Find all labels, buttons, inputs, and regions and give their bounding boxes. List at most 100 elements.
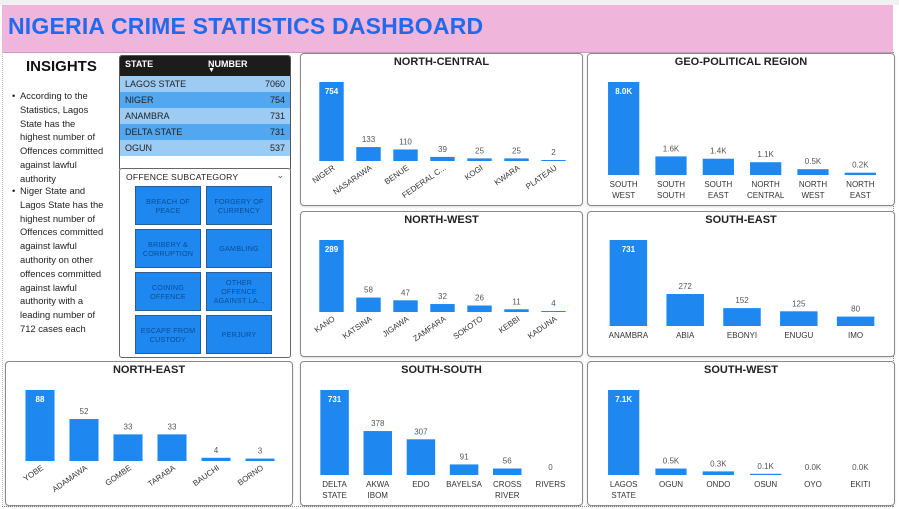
slicer-option-forgery-of-currency[interactable]: FORGERY OF CURRENCY bbox=[206, 186, 272, 225]
table-row[interactable]: ANAMBRA 731 bbox=[120, 108, 290, 124]
chart-card-north-west[interactable]: NORTH-WEST 289 KANO 58 KATSINA 47 JIGAWA 32 ZAMF… bbox=[300, 211, 583, 357]
category-label: KEBBI bbox=[497, 314, 521, 335]
chart-title: SOUTH-SOUTH bbox=[401, 364, 482, 376]
data-label: 378 bbox=[371, 419, 385, 428]
bar-chart-svg: 7.1K LAGOS STATE 0.5K OGUN 0.3K ONDO 0.1K OSUN 0.… bbox=[608, 390, 870, 500]
category-label: OYO bbox=[804, 480, 822, 489]
slicer-option-coining-offence[interactable]: COINING OFFENCE bbox=[135, 272, 201, 311]
bar-abia[interactable] bbox=[666, 294, 704, 326]
category-label: RIVERS bbox=[536, 480, 566, 489]
category-label: NASARAWA bbox=[331, 163, 374, 197]
data-label: 0.1K bbox=[757, 462, 774, 471]
table-row[interactable]: DELTA STATE 731 bbox=[120, 124, 290, 140]
chart-card-south-east[interactable]: SOUTH-EAST 731 ANAMBRA 272 ABIA 152 EBONYI 125 E… bbox=[587, 211, 895, 357]
data-label: 8.0K bbox=[615, 87, 632, 96]
category-label: KADUNA bbox=[526, 314, 559, 341]
bar-bayelsa[interactable] bbox=[449, 464, 479, 475]
table-row[interactable]: LAGOS STATE 7060 bbox=[120, 76, 290, 92]
data-label: 4 bbox=[551, 299, 556, 308]
data-label: 152 bbox=[735, 296, 749, 305]
chart-card-north-east[interactable]: NORTH-EAST 88 YOBE 52 ADAMAWA 33 GOMBE 33 TARABA… bbox=[5, 361, 293, 506]
bar-ondo[interactable] bbox=[702, 471, 734, 475]
data-label: 125 bbox=[792, 299, 806, 308]
category-label: ADAMAWA bbox=[51, 463, 90, 494]
bar-sokoto[interactable] bbox=[467, 305, 492, 312]
bar-ogun[interactable] bbox=[655, 468, 687, 475]
dashboard-title: NIGERIA CRIME STATISTICS DASHBOARD bbox=[8, 13, 484, 39]
table-row[interactable]: NIGER 754 bbox=[120, 92, 290, 108]
bar-zamfara[interactable] bbox=[430, 304, 455, 312]
bar-kogi[interactable] bbox=[467, 158, 492, 161]
bar-cross-river[interactable] bbox=[493, 468, 522, 475]
data-label: 52 bbox=[80, 407, 89, 416]
dashboard-header: NIGERIA CRIME STATISTICS DASHBOARD bbox=[2, 5, 893, 53]
category-label: EDO bbox=[412, 480, 429, 489]
bar-edo[interactable] bbox=[406, 439, 436, 475]
data-label: 289 bbox=[325, 245, 339, 254]
bar-federal-c-[interactable] bbox=[430, 156, 455, 161]
data-label: 272 bbox=[679, 282, 693, 291]
bar-jigawa[interactable] bbox=[393, 300, 418, 312]
bar-imo[interactable] bbox=[836, 316, 875, 326]
bar-enugu[interactable] bbox=[780, 311, 818, 326]
bar-lagos-state[interactable] bbox=[608, 390, 640, 475]
table-cell-state: NIGER bbox=[125, 95, 154, 105]
bar-benue[interactable] bbox=[393, 149, 418, 161]
bar-north-central[interactable] bbox=[750, 162, 782, 175]
category-label: BENUE bbox=[383, 163, 411, 186]
chart-card-south-west[interactable]: SOUTH-WEST 7.1K LAGOS STATE 0.5K OGUN 0.3K ONDO… bbox=[587, 361, 895, 506]
bar-south-east[interactable] bbox=[702, 158, 734, 175]
bar-taraba[interactable] bbox=[157, 434, 187, 461]
bar-ebonyi[interactable] bbox=[723, 308, 761, 326]
bar-bauchi[interactable] bbox=[201, 457, 231, 461]
state-table[interactable]: STATE NUMBER ▼ LAGOS STATE 7060 NIGER 75… bbox=[119, 55, 291, 171]
slicer-option-perjury[interactable]: PERJURY bbox=[206, 315, 272, 354]
bar-yobe[interactable] bbox=[25, 390, 55, 461]
bar-borno[interactable] bbox=[245, 458, 275, 461]
bar-plateau[interactable] bbox=[541, 160, 566, 161]
column-header-number[interactable]: NUMBER bbox=[208, 59, 248, 69]
category-label: JIGAWA bbox=[381, 314, 411, 339]
bar-south-west[interactable] bbox=[608, 82, 640, 175]
bar-anambra[interactable] bbox=[609, 240, 648, 326]
category-label: NORTH EAST bbox=[846, 180, 875, 200]
data-label: 1.6K bbox=[663, 144, 680, 153]
slicer-option-other-offence[interactable]: OTHER OFFENCE AGAINST LA... bbox=[206, 272, 272, 311]
chart-title: NORTH-EAST bbox=[112, 364, 186, 376]
bar-north-west[interactable] bbox=[797, 169, 829, 175]
bar-south-south[interactable] bbox=[655, 156, 687, 175]
bar-kaduna[interactable] bbox=[541, 311, 566, 312]
bar-delta-state[interactable] bbox=[320, 390, 349, 475]
column-header-state[interactable]: STATE bbox=[125, 59, 154, 69]
category-label: PLATEAU bbox=[524, 163, 559, 191]
bar-kwara[interactable] bbox=[504, 158, 529, 161]
slicer-option-breach-of-peace[interactable]: BREACH OF PEACE bbox=[135, 186, 201, 225]
category-label: SOUTH EAST bbox=[704, 180, 732, 200]
bar-kebbi[interactable] bbox=[504, 309, 529, 312]
bar-katsina[interactable] bbox=[356, 297, 381, 312]
bar-kano[interactable] bbox=[319, 240, 344, 312]
data-label: 2 bbox=[551, 148, 556, 157]
slicer-option-gambling[interactable]: GAMBLING bbox=[206, 229, 272, 268]
chart-card-north-central[interactable]: NORTH-CENTRAL 754 NIGER 133 NASARAWA 110 BENUE… bbox=[300, 53, 583, 206]
bar-niger[interactable] bbox=[319, 82, 344, 161]
bar-osun[interactable] bbox=[750, 473, 782, 475]
bar-akwa-ibom[interactable] bbox=[363, 431, 392, 475]
bar-nasarawa[interactable] bbox=[356, 147, 381, 161]
category-label: OSUN bbox=[754, 480, 777, 489]
chart-card-south-south[interactable]: SOUTH-SOUTH 731 DELTA STATE 378 AKWA IBOM 307 ED… bbox=[300, 361, 583, 506]
sort-desc-icon[interactable]: ▼ bbox=[208, 67, 215, 74]
table-row[interactable]: OGUN 537 bbox=[120, 140, 290, 156]
data-label: 11 bbox=[512, 297, 521, 306]
chart-card-geo-political-region[interactable]: GEO-POLITICAL REGION 8.0K SOUTH WEST 1.6K SOU… bbox=[587, 53, 895, 206]
category-label: OGUN bbox=[659, 480, 683, 489]
slicer-option-escape-from-custody[interactable]: ESCAPE FROM CUSTODY bbox=[135, 315, 201, 354]
bar-north-east[interactable] bbox=[844, 172, 876, 175]
data-label: 25 bbox=[475, 146, 484, 155]
bar-gombe[interactable] bbox=[113, 434, 143, 461]
data-label: 1.4K bbox=[710, 147, 727, 156]
data-label: 0.5K bbox=[805, 157, 822, 166]
chevron-down-icon[interactable]: ⌄ bbox=[276, 170, 284, 180]
bar-adamawa[interactable] bbox=[69, 419, 99, 461]
slicer-option-bribery-corruption[interactable]: BRIBERY & CORRUPTION bbox=[135, 229, 201, 268]
